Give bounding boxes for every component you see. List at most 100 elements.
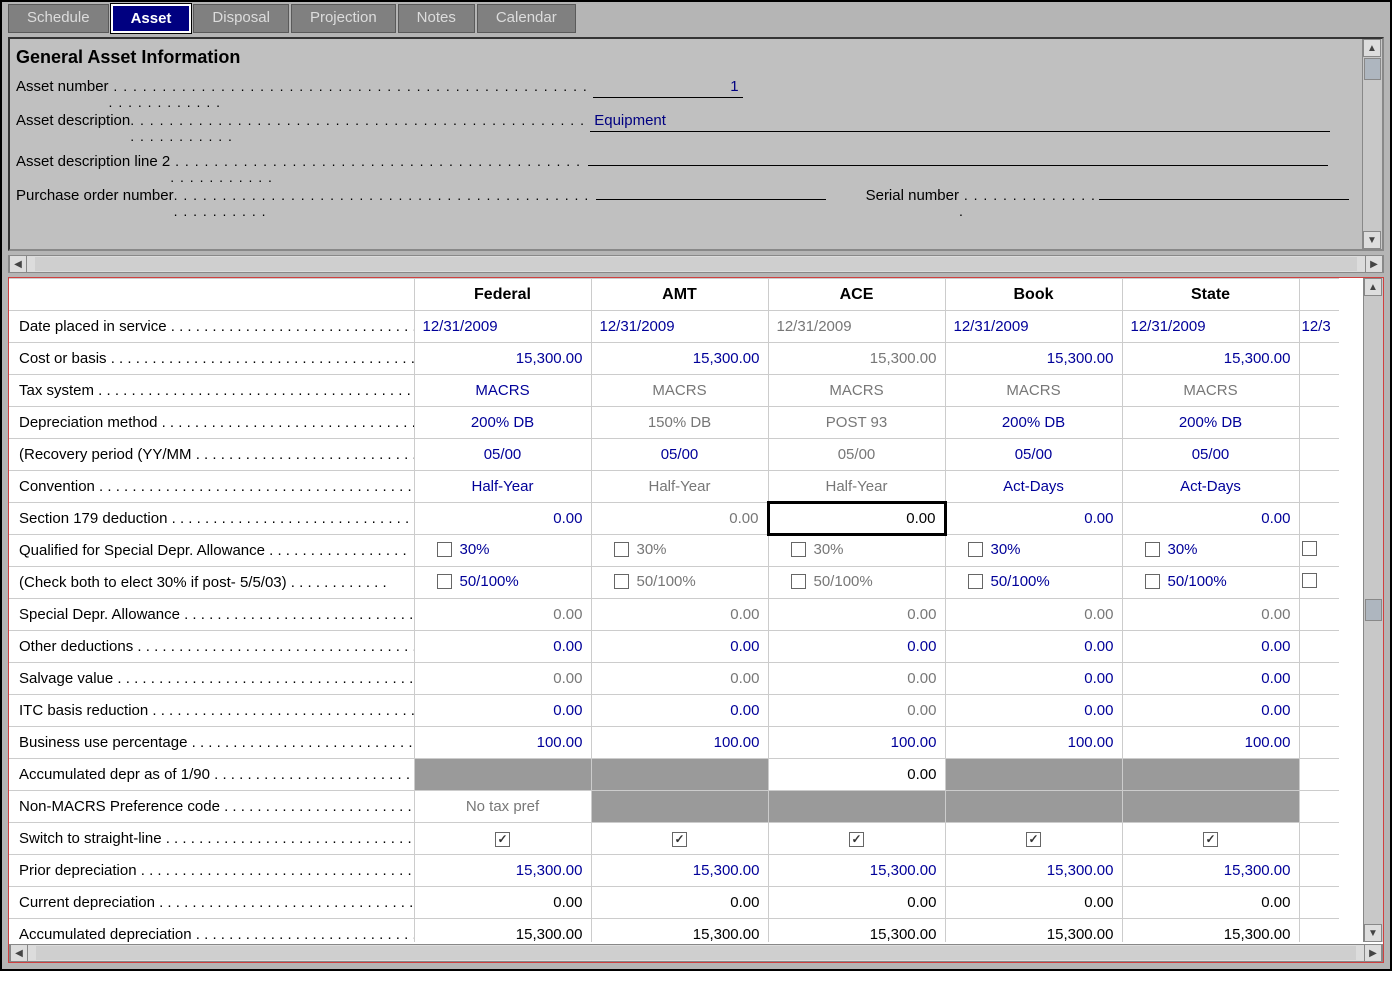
- cell-accumdep-4[interactable]: 15,300.00: [1122, 919, 1299, 943]
- checkbox-icon[interactable]: [1145, 574, 1160, 589]
- cell-qual-2[interactable]: 30%: [768, 535, 945, 567]
- checkbox-icon[interactable]: [1302, 573, 1317, 588]
- cell-convention-2[interactable]: Half-Year: [768, 471, 945, 503]
- cell-accum190-3[interactable]: [945, 759, 1122, 791]
- cell-currdep-3[interactable]: 0.00: [945, 887, 1122, 919]
- checkbox-icon[interactable]: [1145, 542, 1160, 557]
- scroll-up-icon[interactable]: ▲: [1363, 39, 1381, 57]
- cell-date-2[interactable]: 12/31/2009: [768, 311, 945, 343]
- asset-number-field[interactable]: 1: [593, 78, 743, 98]
- checkbox-icon[interactable]: ✓: [849, 832, 864, 847]
- cell-itc-2[interactable]: 0.00: [768, 695, 945, 727]
- cell-depmethod-3[interactable]: 200% DB: [945, 407, 1122, 439]
- scroll-up-icon[interactable]: ▲: [1364, 278, 1382, 296]
- cell-buspct-3[interactable]: 100.00: [945, 727, 1122, 759]
- cell-otherded-3[interactable]: 0.00: [945, 631, 1122, 663]
- cell-check30-4[interactable]: 50/100%: [1122, 567, 1299, 599]
- tab-disposal[interactable]: Disposal: [193, 4, 289, 33]
- cell-recovery-3[interactable]: 05/00: [945, 439, 1122, 471]
- cell-recovery-4[interactable]: 05/00: [1122, 439, 1299, 471]
- cell-switch-2[interactable]: ✓: [768, 823, 945, 855]
- cell-check30-0[interactable]: 50/100%: [414, 567, 591, 599]
- cell-currdep-4[interactable]: 0.00: [1122, 887, 1299, 919]
- asset-description2-field[interactable]: [588, 146, 1328, 166]
- cell-cost-1[interactable]: 15,300.00: [591, 343, 768, 375]
- cell-date-3[interactable]: 12/31/2009: [945, 311, 1122, 343]
- cell-depmethod-2[interactable]: POST 93: [768, 407, 945, 439]
- cell-otherded-1[interactable]: 0.00: [591, 631, 768, 663]
- cell-switch-0[interactable]: ✓: [414, 823, 591, 855]
- serial-field[interactable]: [1099, 180, 1349, 200]
- cell-s179-3[interactable]: 0.00: [945, 503, 1122, 535]
- cell-accumdep-2[interactable]: 15,300.00: [768, 919, 945, 943]
- cell-accumdep-0[interactable]: 15,300.00: [414, 919, 591, 943]
- cell-otherded-4[interactable]: 0.00: [1122, 631, 1299, 663]
- cell-buspct-4[interactable]: 100.00: [1122, 727, 1299, 759]
- cell-cost-3[interactable]: 15,300.00: [945, 343, 1122, 375]
- cell-otherded-0[interactable]: 0.00: [414, 631, 591, 663]
- grid-hscroll[interactable]: ◀ ▶: [9, 944, 1383, 962]
- cell-otherded-2[interactable]: 0.00: [768, 631, 945, 663]
- cell-qual-0[interactable]: 30%: [414, 535, 591, 567]
- cell-sda-1[interactable]: 0.00: [591, 599, 768, 631]
- cell-taxsys-3[interactable]: MACRS: [945, 375, 1122, 407]
- cell-buspct-1[interactable]: 100.00: [591, 727, 768, 759]
- cell-qual-1[interactable]: 30%: [591, 535, 768, 567]
- cell-switch-1[interactable]: ✓: [591, 823, 768, 855]
- checkbox-icon[interactable]: [791, 574, 806, 589]
- checkbox-icon[interactable]: [791, 542, 806, 557]
- cell-nonmacrs-0[interactable]: No tax pref: [414, 791, 591, 823]
- cell-currdep-2[interactable]: 0.00: [768, 887, 945, 919]
- cell-recovery-1[interactable]: 05/00: [591, 439, 768, 471]
- cell-s179-2[interactable]: 0.00: [768, 503, 945, 535]
- cell-sda-3[interactable]: 0.00: [945, 599, 1122, 631]
- cell-itc-3[interactable]: 0.00: [945, 695, 1122, 727]
- cell-s179-0[interactable]: 0.00: [414, 503, 591, 535]
- cell-accumdep-1[interactable]: 15,300.00: [591, 919, 768, 943]
- cell-currdep-0[interactable]: 0.00: [414, 887, 591, 919]
- cell-cost-4[interactable]: 15,300.00: [1122, 343, 1299, 375]
- checkbox-icon[interactable]: [1302, 541, 1317, 556]
- cell-buspct-0[interactable]: 100.00: [414, 727, 591, 759]
- cell-check30-3[interactable]: 50/100%: [945, 567, 1122, 599]
- cell-switch-4[interactable]: ✓: [1122, 823, 1299, 855]
- tab-schedule[interactable]: Schedule: [8, 4, 109, 33]
- tab-projection[interactable]: Projection: [291, 4, 396, 33]
- cell-taxsys-2[interactable]: MACRS: [768, 375, 945, 407]
- cell-nonmacrs-3[interactable]: [945, 791, 1122, 823]
- upper-hscroll[interactable]: ◀ ▶: [8, 255, 1384, 273]
- cell-currdep-1[interactable]: 0.00: [591, 887, 768, 919]
- asset-description-field[interactable]: Equipment: [590, 112, 1330, 132]
- cell-nonmacrs-1[interactable]: [591, 791, 768, 823]
- po-field[interactable]: [596, 180, 826, 200]
- cell-s179-1[interactable]: 0.00: [591, 503, 768, 535]
- cell-check30-2[interactable]: 50/100%: [768, 567, 945, 599]
- tab-calendar[interactable]: Calendar: [477, 4, 576, 33]
- scroll-left-icon[interactable]: ◀: [10, 944, 28, 962]
- cell-accum190-0[interactable]: [414, 759, 591, 791]
- cell-date-4[interactable]: 12/31/2009: [1122, 311, 1299, 343]
- cell-itc-0[interactable]: 0.00: [414, 695, 591, 727]
- cell-priordep-2[interactable]: 15,300.00: [768, 855, 945, 887]
- checkbox-icon[interactable]: [437, 542, 452, 557]
- cell-taxsys-4[interactable]: MACRS: [1122, 375, 1299, 407]
- cell-date-1[interactable]: 12/31/2009: [591, 311, 768, 343]
- cell-convention-4[interactable]: Act-Days: [1122, 471, 1299, 503]
- cell-depmethod-1[interactable]: 150% DB: [591, 407, 768, 439]
- cell-sda-2[interactable]: 0.00: [768, 599, 945, 631]
- cell-priordep-4[interactable]: 15,300.00: [1122, 855, 1299, 887]
- cell-convention-1[interactable]: Half-Year: [591, 471, 768, 503]
- cell-buspct-2[interactable]: 100.00: [768, 727, 945, 759]
- cell-accum190-4[interactable]: [1122, 759, 1299, 791]
- checkbox-icon[interactable]: [968, 574, 983, 589]
- cell-nonmacrs-2[interactable]: [768, 791, 945, 823]
- cell-convention-3[interactable]: Act-Days: [945, 471, 1122, 503]
- cell-priordep-3[interactable]: 15,300.00: [945, 855, 1122, 887]
- checkbox-icon[interactable]: [968, 542, 983, 557]
- scroll-right-icon[interactable]: ▶: [1364, 944, 1382, 962]
- cell-convention-0[interactable]: Half-Year: [414, 471, 591, 503]
- cell-salvage-2[interactable]: 0.00: [768, 663, 945, 695]
- cell-cost-0[interactable]: 15,300.00: [414, 343, 591, 375]
- cell-accum190-1[interactable]: [591, 759, 768, 791]
- cell-check30-1[interactable]: 50/100%: [591, 567, 768, 599]
